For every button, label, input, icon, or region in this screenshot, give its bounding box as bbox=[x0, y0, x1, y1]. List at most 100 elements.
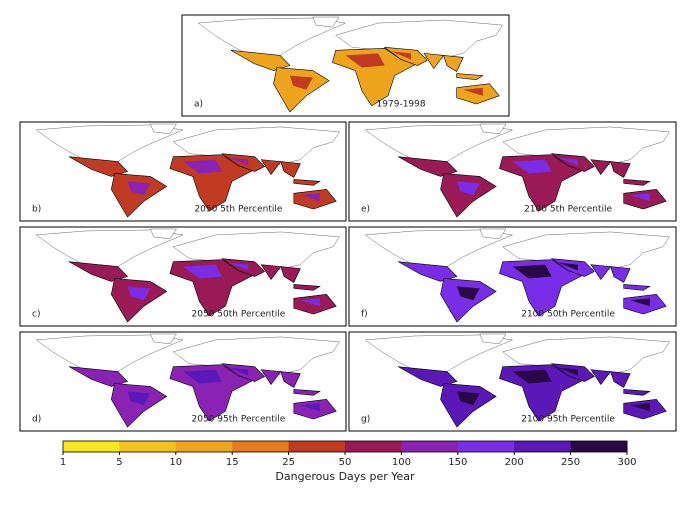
heat-region bbox=[591, 370, 611, 385]
heat-core bbox=[456, 286, 480, 301]
heat-region bbox=[441, 173, 497, 217]
heat-core bbox=[512, 159, 552, 174]
heat-core bbox=[391, 51, 411, 60]
land-outline bbox=[150, 229, 176, 239]
land-outline bbox=[36, 125, 183, 168]
world-map bbox=[365, 229, 669, 322]
land-outline bbox=[365, 125, 512, 168]
heat-region bbox=[294, 389, 320, 395]
heat-core bbox=[456, 181, 480, 196]
colorbar-segment bbox=[514, 441, 572, 452]
land-outline bbox=[150, 334, 176, 344]
panel-caption: 2050 5th Percentile bbox=[194, 205, 282, 215]
heat-core bbox=[300, 298, 320, 307]
heat-core bbox=[512, 264, 552, 279]
heat-core bbox=[289, 75, 313, 90]
world-map bbox=[198, 17, 502, 112]
heat-core bbox=[127, 286, 151, 301]
heat-region bbox=[441, 278, 497, 322]
panel-label: b) bbox=[32, 205, 41, 215]
heat-core bbox=[127, 391, 151, 406]
world-map bbox=[36, 334, 339, 427]
panel-caption: 2100 95th Percentile bbox=[521, 415, 615, 425]
world-map bbox=[36, 124, 339, 217]
heat-core bbox=[183, 159, 223, 174]
colorbar-label: Dangerous Days per Year bbox=[275, 470, 415, 483]
heat-region bbox=[444, 55, 464, 71]
colorbar-tick-label: 1 bbox=[60, 457, 66, 468]
heat-region bbox=[441, 383, 497, 427]
colorbar-tick-label: 200 bbox=[505, 457, 524, 468]
heat-region bbox=[424, 53, 444, 68]
land-outline bbox=[198, 18, 345, 61]
colorbar-segment bbox=[288, 441, 346, 452]
land-outline bbox=[36, 335, 183, 378]
land-outline bbox=[365, 335, 512, 378]
land-outline bbox=[150, 124, 176, 134]
heat-region bbox=[281, 267, 301, 283]
colorbar-tick-label: 50 bbox=[339, 457, 352, 468]
heat-region bbox=[111, 383, 166, 427]
land-outline bbox=[313, 17, 339, 27]
heat-region bbox=[261, 265, 281, 280]
panel-caption: 2050 95th Percentile bbox=[192, 415, 286, 425]
panel-label: e) bbox=[361, 205, 370, 215]
heat-region bbox=[457, 74, 483, 80]
heat-region bbox=[111, 173, 166, 217]
panel-label: g) bbox=[361, 415, 370, 425]
heat-region bbox=[281, 372, 301, 388]
colorbar-segment bbox=[345, 441, 402, 452]
heat-core bbox=[558, 157, 578, 166]
colorbar-tick-label: 100 bbox=[392, 457, 411, 468]
colorbar-tick-label: 5 bbox=[116, 457, 122, 468]
colorbar-tick-label: 15 bbox=[226, 457, 239, 468]
colorbar-segment bbox=[175, 441, 233, 452]
heat-core bbox=[630, 298, 650, 307]
land-outline bbox=[480, 334, 506, 344]
land-outline bbox=[480, 229, 506, 239]
colorbar-segment bbox=[232, 441, 290, 452]
heat-core bbox=[345, 53, 385, 68]
heat-core bbox=[183, 264, 223, 279]
land-outline bbox=[480, 124, 506, 134]
panel-caption: 1979-1998 bbox=[377, 100, 426, 110]
colorbar-tick-label: 25 bbox=[282, 457, 295, 468]
heat-region bbox=[611, 162, 631, 178]
heat-region bbox=[591, 160, 611, 175]
colorbar-segment bbox=[119, 441, 177, 452]
heat-core bbox=[183, 369, 223, 384]
colorbar-tick-label: 300 bbox=[617, 457, 636, 468]
heat-region bbox=[294, 179, 320, 185]
heat-region bbox=[591, 265, 611, 280]
heat-core bbox=[630, 193, 650, 202]
colorbar-segment bbox=[401, 441, 459, 452]
panel-label: c) bbox=[32, 310, 40, 320]
colorbar-tick-label: 10 bbox=[169, 457, 182, 468]
heat-core bbox=[463, 87, 483, 96]
heat-region bbox=[624, 389, 650, 395]
colorbar-segment bbox=[570, 441, 628, 452]
heat-core bbox=[300, 193, 320, 202]
colorbar-tick-label: 250 bbox=[561, 457, 580, 468]
heat-region bbox=[281, 162, 301, 178]
panel-caption: 2100 5th Percentile bbox=[524, 205, 612, 215]
heat-region bbox=[261, 160, 281, 175]
panel-label: a) bbox=[194, 100, 203, 110]
world-map bbox=[36, 229, 339, 322]
panel-caption: 2050 50th Percentile bbox=[192, 310, 286, 320]
panel-label: d) bbox=[32, 415, 41, 425]
world-map bbox=[365, 124, 669, 217]
heat-region bbox=[261, 370, 281, 385]
heat-core bbox=[127, 181, 151, 196]
colorbar-segment bbox=[457, 441, 515, 452]
heat-region bbox=[274, 68, 330, 112]
land-outline bbox=[365, 230, 512, 273]
heat-core bbox=[512, 369, 552, 384]
heat-core bbox=[456, 391, 480, 406]
land-outline bbox=[36, 230, 183, 273]
heat-region bbox=[111, 278, 166, 322]
heat-region bbox=[611, 267, 631, 283]
heat-region bbox=[294, 284, 320, 290]
heat-core bbox=[300, 403, 320, 412]
